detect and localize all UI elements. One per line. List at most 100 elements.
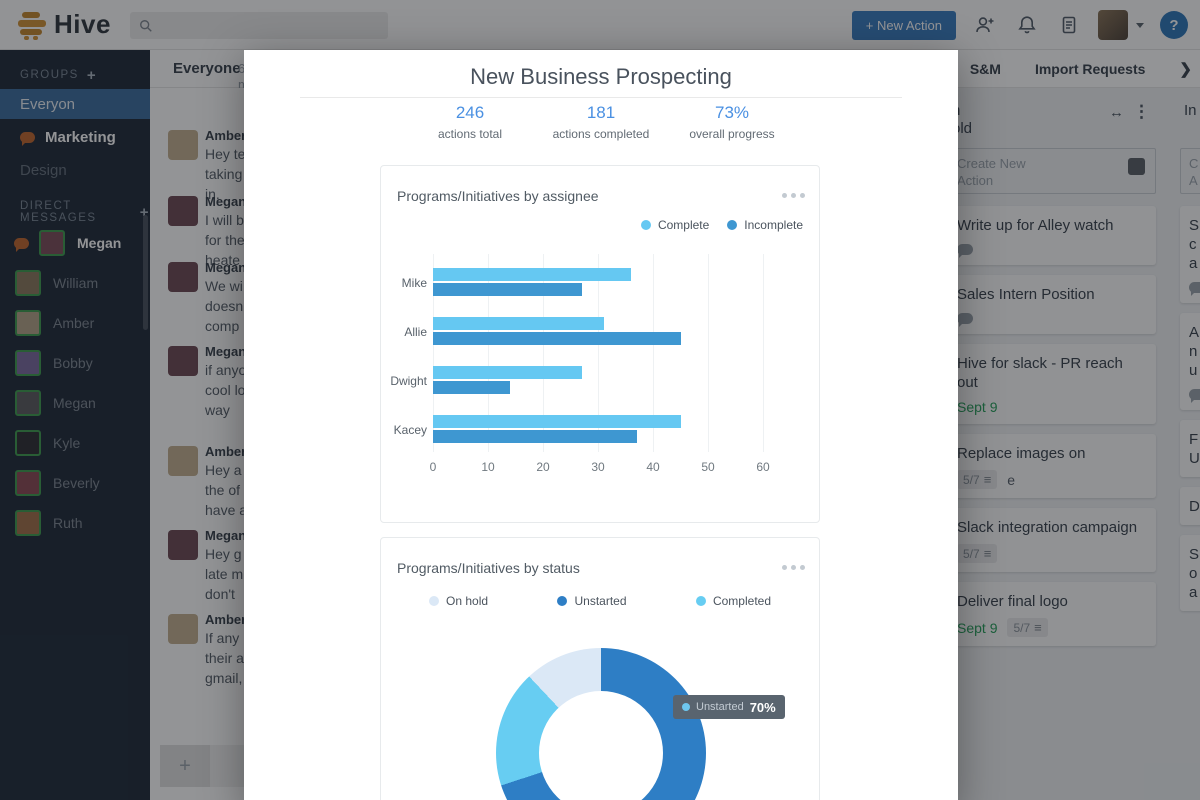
legend-item-on-hold: On hold [429, 594, 488, 608]
dm-item-william[interactable]: William [0, 263, 150, 303]
avatar [168, 614, 198, 644]
bar-incomplete-mike[interactable] [433, 283, 582, 296]
message-line: gmail, [205, 670, 243, 686]
bar-incomplete-dwight[interactable] [433, 381, 510, 394]
dm-item-kyle[interactable]: Kyle [0, 423, 150, 463]
chevron-right-icon[interactable]: ❯ [1179, 61, 1192, 78]
avatar [39, 230, 65, 256]
message-line: have a [205, 502, 248, 518]
chart-title: Programs/Initiatives by assignee [397, 188, 599, 204]
message-line: for the [205, 232, 245, 248]
resize-icon[interactable]: ↔ [1109, 104, 1124, 121]
stat-actions-completed: 181 actions completed [536, 103, 667, 141]
search-input[interactable] [153, 18, 388, 33]
dm-item-ruth[interactable]: Ruth [0, 503, 150, 543]
avatar [15, 510, 41, 536]
notifications-bell-icon[interactable] [1014, 12, 1040, 38]
bar-complete-mike[interactable] [433, 268, 631, 281]
message-author: Amber [205, 128, 247, 143]
dm-name-label: Megan [77, 235, 122, 251]
bar-incomplete-allie[interactable] [433, 332, 681, 345]
donut-chart[interactable] [496, 648, 706, 800]
bar-complete-dwight[interactable] [433, 366, 582, 379]
new-action-button[interactable]: + New Action [851, 10, 956, 40]
attach-plus-button[interactable]: + [160, 745, 210, 787]
action-card[interactable]: Slack integration campaign 5/7 ≡ [948, 508, 1156, 572]
action-card[interactable]: Write up for Alley watch [948, 206, 1156, 265]
tab-import-requests[interactable]: Import Requests [1034, 61, 1146, 77]
create-new-action-input[interactable]: Create New Action [948, 148, 1156, 194]
assignee-chart-card: Programs/Initiatives by assignee Complet… [380, 165, 820, 523]
gridline [763, 254, 764, 452]
dm-item-megan[interactable]: Megan [0, 383, 150, 423]
help-button[interactable]: ? [1160, 11, 1188, 39]
kebab-menu-icon[interactable]: ⋮ [1133, 102, 1150, 121]
dm-item-amber[interactable]: Amber [0, 303, 150, 343]
search-bar[interactable] [130, 12, 388, 39]
legend-bullet-icon [695, 596, 706, 606]
dm-name-label: William [53, 275, 99, 291]
card-menu-icon[interactable] [782, 565, 805, 570]
create-action-checkbox[interactable] [1128, 158, 1145, 175]
card-title-line: u [1189, 362, 1198, 379]
dm-item-beverly[interactable]: Beverly [0, 463, 150, 503]
action-card[interactable]: Replace images on 5/7 ≡ e [948, 434, 1156, 498]
y-category-label: Mike [401, 276, 427, 290]
chat-bubble-icon [20, 131, 35, 146]
tab-sm[interactable]: S&M [969, 61, 1001, 77]
gridline [598, 254, 599, 452]
placeholder-line: C [1189, 156, 1199, 171]
add-group-icon[interactable]: + [86, 66, 98, 84]
card-title-line: D [1189, 498, 1200, 515]
sidebar-item-everyon[interactable]: Everyon [0, 89, 150, 119]
message-line: late m [205, 566, 244, 582]
bar-incomplete-kacey[interactable] [433, 430, 637, 443]
sidebar-item-design[interactable]: Design [0, 155, 150, 185]
add-user-icon[interactable] [972, 12, 998, 38]
message-author: Amber [205, 444, 247, 459]
legend-bullet-icon [557, 596, 568, 606]
hive-logo[interactable]: Hive [16, 8, 111, 40]
action-card[interactable]: Deliver final logo Sept 9 5/7 ≡ [948, 582, 1156, 646]
subtask-count-badge: 5/7 ≡ [957, 470, 998, 489]
bar-chart[interactable]: 0 10 20 30 40 50 60 Mike Allie Dwight Kacey [389, 254, 813, 494]
dm-item-bobby[interactable]: Bobby [0, 343, 150, 383]
y-category-label: Kacey [393, 423, 427, 437]
bar-complete-allie[interactable] [433, 317, 604, 330]
chevron-down-icon[interactable] [1136, 22, 1144, 28]
message-text: Hey te taking in. [205, 144, 245, 204]
legend-item-unstarted: Unstarted [557, 594, 627, 608]
legend-label: Completed [712, 594, 771, 608]
hive-logo-icon [16, 8, 48, 40]
user-avatar[interactable] [1098, 10, 1128, 40]
action-card[interactable]: Hive for slack - PR reach out Sept 9 [948, 344, 1156, 424]
action-card[interactable]: Sales Intern Position [948, 275, 1156, 334]
message-text: I will b for the heate [205, 210, 245, 270]
cards-list: Write up for Alley watch Sales Intern Pos… [944, 206, 1160, 646]
card-title-line: a [1189, 584, 1198, 601]
card-menu-icon[interactable] [782, 193, 805, 198]
add-dm-icon[interactable]: + [139, 203, 150, 221]
stat-value: 73% [714, 103, 750, 122]
avatar [168, 346, 198, 376]
avatar [15, 270, 41, 296]
action-card[interactable]: D [1180, 487, 1200, 525]
bar-complete-kacey[interactable] [433, 415, 681, 428]
sidebar-scrollbar[interactable] [143, 215, 148, 330]
dm-item-megan[interactable]: Megan [0, 223, 150, 263]
document-icon[interactable] [1056, 12, 1082, 38]
search-icon [140, 19, 152, 32]
sidebar-item-marketing[interactable]: Marketing [0, 122, 150, 152]
top-bar: Hive + New Action ? [0, 0, 1200, 50]
subtask-count-badge: 5/7 ≡ [957, 544, 998, 563]
subtask-count: 5/7 [1013, 620, 1031, 635]
card-title: D [1189, 497, 1200, 516]
card-meta: 5/7 ≡ [957, 544, 1147, 563]
card-title-line: c [1189, 236, 1197, 253]
